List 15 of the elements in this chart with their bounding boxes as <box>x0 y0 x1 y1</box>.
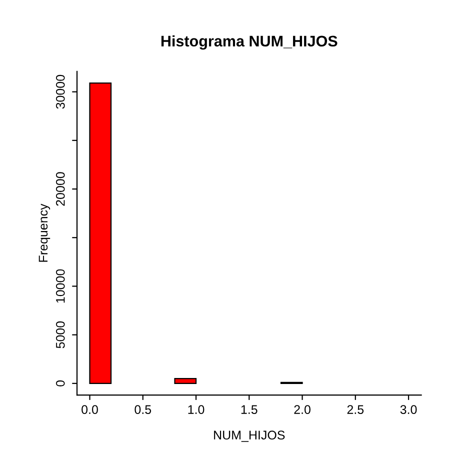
y-axis-title: Frequency <box>38 204 50 262</box>
y-tick-label: 20000 <box>56 172 65 206</box>
x-tick-label: 1.0 <box>188 405 204 414</box>
y-tick-label: 5000 <box>56 321 65 348</box>
y-tick-label: 0 <box>56 380 65 386</box>
x-tick-label: 3.0 <box>400 405 417 414</box>
y-tick-label: 30000 <box>56 74 65 109</box>
x-tick-label: 0.0 <box>82 405 98 414</box>
x-tick-label: 2.0 <box>294 405 310 414</box>
x-tick-label: 1.5 <box>241 405 258 414</box>
x-tick-label: 2.5 <box>347 405 364 414</box>
x-tick-label: 0.5 <box>134 405 152 414</box>
x-axis-title: NUM_HIJOS <box>214 430 285 442</box>
y-tick-label: 10000 <box>56 269 65 303</box>
chart-title: Histograma NUM_HIJOS <box>161 35 338 50</box>
